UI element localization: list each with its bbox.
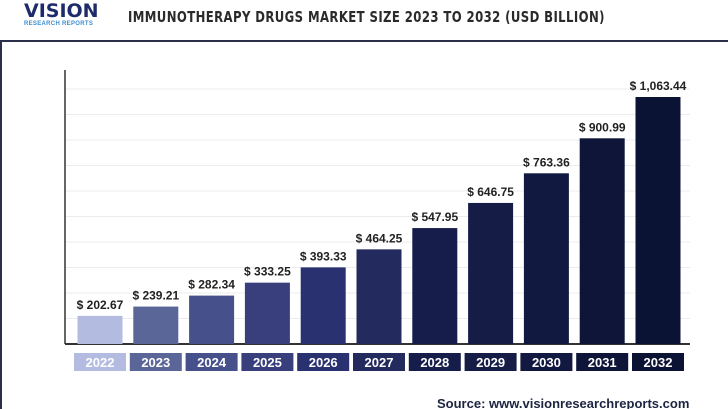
bar-2031 [579, 138, 625, 344]
bar-2030 [523, 173, 569, 344]
data-label: $ 239.21 [132, 289, 179, 303]
data-label: $ 333.25 [244, 265, 291, 279]
logo-main: VISION [24, 0, 99, 22]
bar-2026 [300, 267, 346, 344]
source-text: Source: www.visionresearchreports.com [437, 396, 690, 409]
x-tick-label: 2027 [365, 355, 394, 370]
bar-2032 [635, 97, 681, 344]
logo-sub: RESEARCH REPORTS [24, 21, 94, 27]
x-tick-box [185, 353, 238, 371]
bar-2028 [412, 228, 458, 344]
x-tick-box [74, 353, 126, 371]
data-label: $ 1,063.44 [630, 79, 687, 93]
bar-2022 [77, 315, 123, 344]
x-tick-label: 2031 [588, 355, 617, 370]
data-label: $ 202.67 [77, 298, 124, 312]
x-tick-label: 2029 [476, 355, 505, 370]
data-label: $ 547.95 [411, 210, 458, 224]
data-label: $ 393.33 [300, 249, 347, 263]
x-tick-box [353, 353, 405, 371]
logo: VISION RESEARCH REPORTS [24, 1, 114, 37]
data-label: $ 646.75 [467, 185, 514, 199]
bar-2023 [133, 306, 179, 344]
x-tick-box [408, 353, 461, 371]
x-tick-box [520, 353, 573, 371]
data-label: $ 900.99 [579, 120, 626, 134]
x-tick-label: 2025 [253, 355, 282, 370]
bar-2024 [189, 295, 235, 344]
x-tick-box [464, 353, 517, 371]
x-tick-label: 2028 [420, 355, 449, 370]
bar-2027 [356, 249, 402, 344]
x-tick-label: 2026 [309, 355, 338, 370]
bar-2029 [468, 202, 514, 344]
x-tick-box [129, 353, 182, 371]
bar-2025 [244, 282, 290, 344]
x-tick-label: 2024 [197, 355, 227, 370]
x-tick-label: 2022 [86, 355, 115, 370]
header: VISION RESEARCH REPORTS IMMUNOTHERAPY DR… [0, 0, 728, 42]
data-label: $ 464.25 [356, 231, 403, 245]
chart-frame [0, 40, 728, 409]
data-label: $ 282.34 [188, 278, 235, 292]
x-tick-box [241, 353, 294, 371]
chart-title: IMMUNOTHERAPY DRUGS MARKET SIZE 2023 TO … [128, 8, 605, 26]
x-tick-label: 2030 [532, 355, 561, 370]
x-tick-label: 2032 [644, 355, 673, 370]
x-tick-box [576, 353, 629, 371]
x-tick-box [297, 353, 350, 371]
x-tick-label: 2023 [141, 355, 170, 370]
x-tick-box [632, 353, 684, 371]
data-label: $ 763.36 [523, 155, 570, 169]
